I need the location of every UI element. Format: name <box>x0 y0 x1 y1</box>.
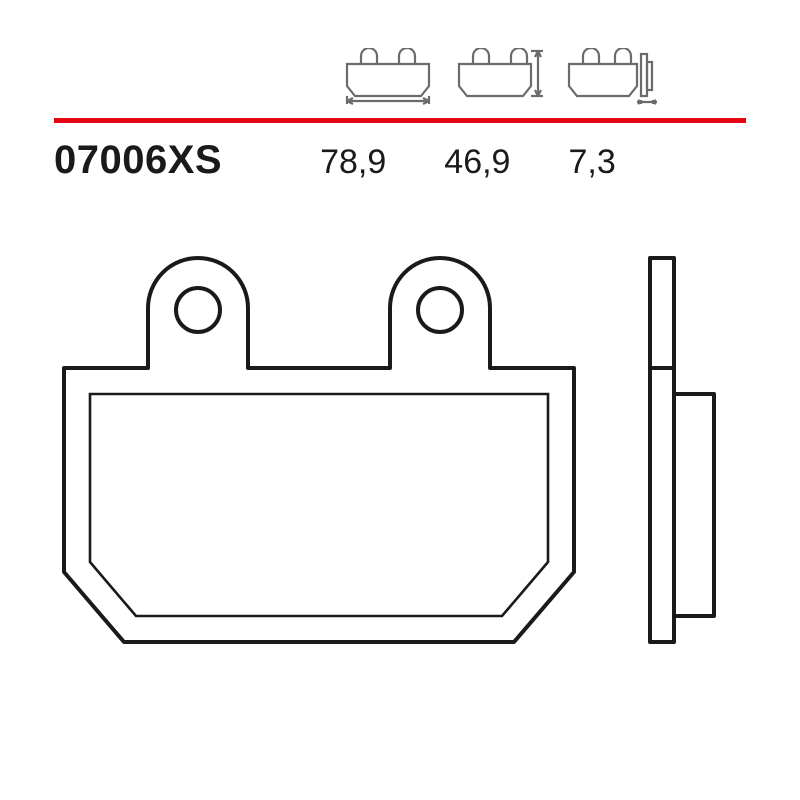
dimension-icons-row <box>341 48 659 106</box>
thickness-dimension-icon <box>565 48 659 106</box>
part-number: 07006XS <box>54 138 222 183</box>
spec-width: 78,9 <box>320 143 386 182</box>
technical-drawing <box>54 250 746 680</box>
spec-row: 07006XS 78,9 46,9 7,3 <box>54 138 746 183</box>
width-dimension-icon <box>341 48 435 106</box>
divider-line <box>54 118 746 123</box>
spec-height: 46,9 <box>444 143 510 182</box>
spec-thickness: 7,3 <box>568 143 615 182</box>
height-dimension-icon <box>453 48 547 106</box>
spec-values: 78,9 46,9 7,3 <box>320 143 616 182</box>
